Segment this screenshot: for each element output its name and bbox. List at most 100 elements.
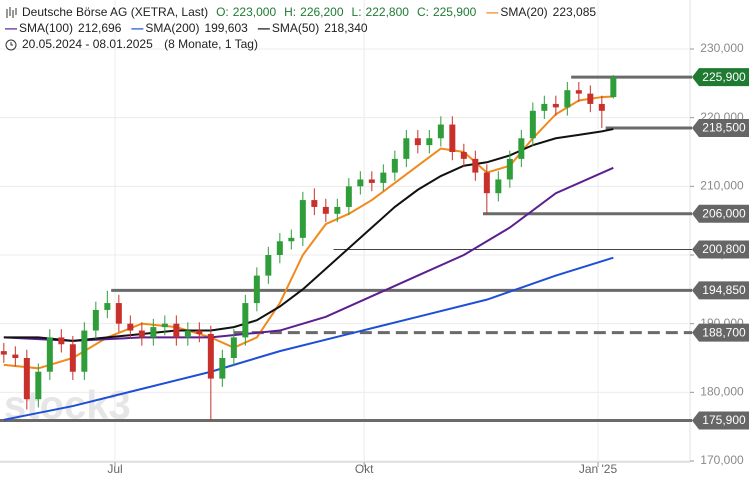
quote-label: L: — [352, 5, 362, 19]
legend-value: 223,085 — [553, 5, 597, 19]
candle-body — [104, 303, 111, 310]
level-label: 225,900 — [702, 70, 746, 84]
instrument-name: Deutsche Börse AG (XETRA, Last) — [22, 5, 208, 19]
level-label-box — [692, 68, 749, 87]
candle-body — [46, 337, 53, 372]
y-tick-label: 170,000 — [700, 453, 744, 467]
x-tick-label: Jul — [107, 462, 122, 476]
level-label: 194,850 — [702, 283, 746, 297]
legend-name: SMA(200) — [145, 21, 199, 35]
level-label-box — [692, 323, 749, 342]
candle-body — [541, 103, 548, 111]
candle-body — [472, 158, 479, 173]
legend-name: SMA(50) — [272, 21, 319, 35]
level-label-box — [692, 118, 749, 137]
candle-body — [150, 327, 157, 338]
candle-body — [564, 90, 571, 108]
candle-body — [276, 241, 283, 255]
candle-body — [368, 179, 375, 183]
y-tick-label: 210,000 — [700, 179, 744, 193]
candle-body — [322, 206, 329, 214]
x-tick-label: Okt — [355, 462, 374, 476]
header-line: Deutsche Börse AG (XETRA, Last) O: 223,000… — [22, 5, 596, 19]
y-tick-label: 180,000 — [700, 385, 744, 399]
level-label: 200,800 — [702, 242, 746, 256]
level-label: 206,000 — [702, 206, 746, 220]
level-label-box — [692, 281, 749, 300]
candle-body — [610, 77, 617, 98]
level-label-box — [692, 411, 749, 430]
sma-line — [3, 256, 614, 421]
candle-body — [506, 158, 513, 180]
candle-body — [288, 237, 295, 242]
candle-body — [518, 138, 525, 159]
legend-value: 199,603 — [204, 21, 248, 35]
candle-body — [403, 138, 410, 159]
legend-name: SMA(100) — [19, 21, 73, 35]
candle-body — [23, 358, 30, 400]
legend-swatch: — — [258, 21, 270, 35]
candle-body — [391, 158, 398, 173]
clock-icon — [5, 39, 17, 51]
x-tick-label: Jan '25 — [579, 462, 618, 476]
candle-body — [460, 152, 467, 159]
quote-label: O: — [216, 5, 229, 19]
quote-value: 225,900 — [433, 5, 477, 19]
quote-label: C: — [417, 5, 429, 19]
candle-body — [69, 344, 76, 372]
candle-body — [253, 275, 260, 304]
candle-body — [115, 303, 122, 324]
candle-body — [58, 337, 65, 345]
candle-body — [529, 110, 536, 139]
level-label-box — [692, 204, 749, 223]
candle-body — [334, 206, 341, 214]
candle-body — [219, 358, 226, 379]
candle-body — [242, 303, 249, 338]
candle-body — [81, 330, 88, 372]
candle-body — [598, 103, 605, 111]
candle-body — [357, 179, 364, 187]
level-label-box — [692, 240, 749, 259]
candle-body — [127, 323, 134, 331]
candle-body — [138, 330, 145, 338]
quote-label: H: — [284, 5, 296, 19]
candle-body — [196, 330, 203, 334]
legend-swatch: — — [131, 21, 143, 35]
legend-value: 212,696 — [78, 21, 122, 35]
candle-body — [575, 90, 582, 94]
y-tick-label: 230,000 — [700, 41, 744, 55]
level-label: 188,700 — [702, 325, 746, 339]
level-label: 175,900 — [702, 413, 746, 427]
clock-icon — [10, 42, 13, 46]
candle-body — [173, 323, 180, 338]
candle-body — [483, 172, 490, 194]
level-label: 218,500 — [702, 121, 746, 135]
legend-swatch: — — [486, 5, 498, 19]
candle-body — [207, 333, 214, 379]
candle-body — [0, 351, 7, 355]
date-span: (8 Monate, 1 Tag) — [164, 37, 258, 51]
candle-body — [184, 330, 191, 338]
candle-body — [495, 179, 502, 194]
candle-body — [345, 186, 352, 207]
candle-body — [92, 309, 99, 331]
candle-body — [299, 200, 306, 238]
candle-body — [311, 200, 318, 207]
legend-value: 218,340 — [324, 21, 368, 35]
candle-body — [35, 371, 42, 400]
quote-value: 226,200 — [300, 5, 344, 19]
candle-body — [12, 354, 19, 358]
candle-body — [426, 138, 433, 146]
candle-body — [265, 255, 272, 276]
candle-body — [230, 337, 237, 358]
candle-body — [380, 172, 387, 183]
candle-body — [587, 93, 594, 104]
candle-body — [161, 323, 168, 328]
candle-body — [552, 103, 559, 108]
legend-name: SMA(20) — [500, 5, 547, 19]
candle-body — [437, 124, 444, 139]
date-range: 20.05.2024 - 08.01.2025 — [22, 37, 153, 51]
header-line: 20.05.2024 - 08.01.2025 (8 Monate, 1 Tag… — [22, 37, 258, 51]
